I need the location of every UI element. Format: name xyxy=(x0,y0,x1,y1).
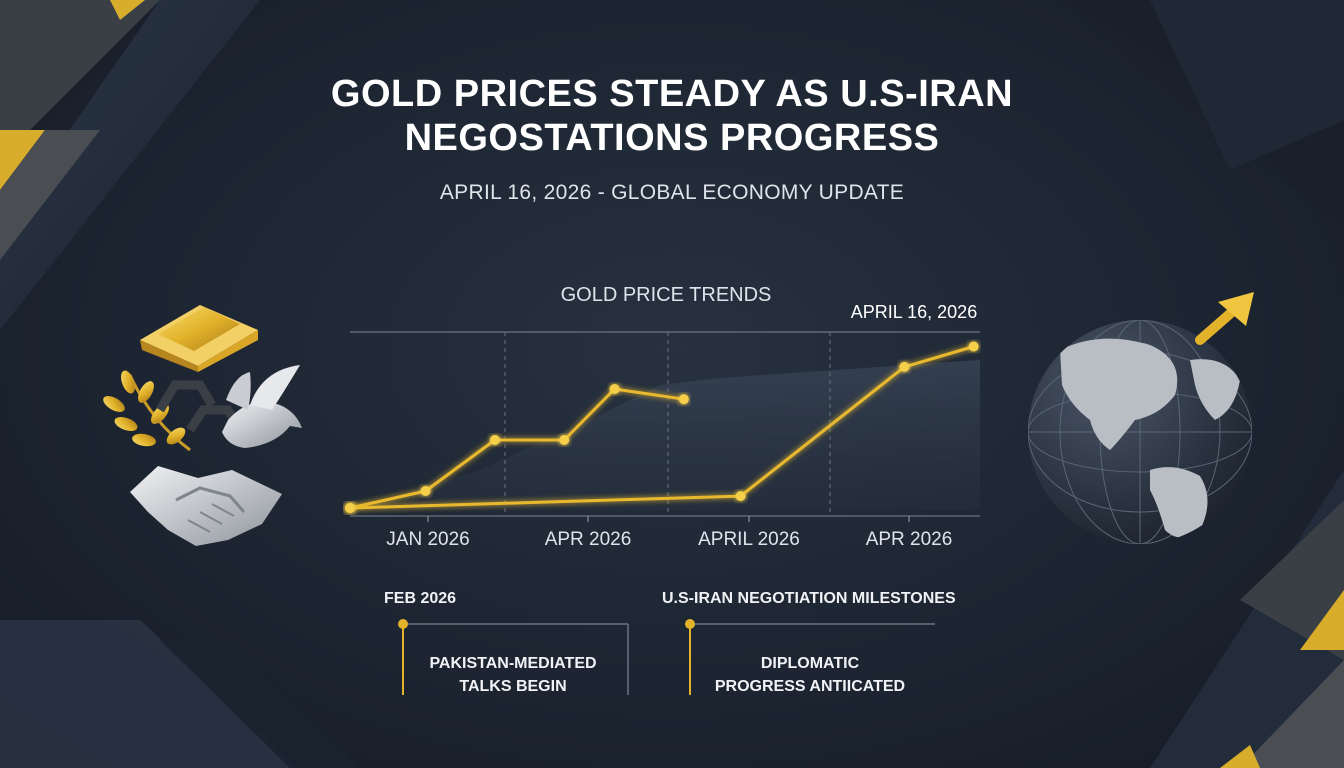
data-point-s2-2 xyxy=(735,491,746,502)
deco-band xyxy=(0,0,160,160)
x-tick-label: APR 2026 xyxy=(866,529,953,550)
deco-band xyxy=(1150,0,1344,170)
deco-band xyxy=(0,620,300,768)
deco-gold-triangle xyxy=(1300,590,1344,650)
chart-title: GOLD PRICE TRENDS xyxy=(560,284,772,306)
up-arrow-icon xyxy=(1195,292,1254,345)
title-line-2: NEGOSTATIONS PROGRESS xyxy=(404,117,940,159)
page-subtitle: APRIL 16, 2026 - GLOBAL ECONOMY UPDATE xyxy=(439,181,905,204)
deco-band xyxy=(0,130,100,260)
series-line-1 xyxy=(349,387,685,510)
timeline-right-event-line2: PROGRESS ANTIICATED xyxy=(714,678,906,695)
data-point-s1-3 xyxy=(489,435,500,445)
deco-band xyxy=(1240,660,1344,768)
timeline-right-event: DIPLOMATIC PROGRESS ANTIICATED xyxy=(700,652,920,698)
data-point-s2-4 xyxy=(968,341,979,352)
series-line-2 xyxy=(349,345,975,510)
deco-gold-triangle xyxy=(1220,745,1260,768)
x-tick-label: APRIL 2026 xyxy=(698,529,800,550)
data-point-s2-3 xyxy=(899,361,910,372)
timeline-left-event-line2: TALKS BEGIN xyxy=(459,678,567,695)
data-point-s1-2 xyxy=(420,486,431,496)
data-point-s2-1 xyxy=(345,503,355,513)
timeline-right-event-line1: DIPLOMATIC xyxy=(760,655,860,672)
chart-series-layer xyxy=(345,341,979,513)
timeline-marker-right xyxy=(685,619,695,629)
deco-gold-triangle xyxy=(110,0,145,20)
x-tick-label: JAN 2026 xyxy=(386,529,469,550)
data-point-s1-6 xyxy=(678,394,689,405)
timeline-left-event: PAKISTAN-MEDIATED TALKS BEGIN xyxy=(413,652,613,698)
laurel-icon xyxy=(103,370,191,452)
chart-area-fill xyxy=(350,360,980,510)
deco-band xyxy=(1240,500,1344,660)
globe-icon xyxy=(1028,320,1252,544)
timeline-left-date: FEB 2026 xyxy=(384,590,457,607)
data-point-s1-5 xyxy=(609,384,620,394)
data-point-s1-4 xyxy=(559,435,570,445)
timeline-right-heading: U.S-IRAN NEGOTIATION MILESTONES xyxy=(662,590,956,607)
gold-bar-icon xyxy=(140,305,258,372)
deco-band xyxy=(160,640,360,768)
dove-icon xyxy=(222,365,302,448)
deco-band xyxy=(1150,470,1344,768)
timeline-marker-left xyxy=(398,619,408,629)
title-line-1: GOLD PRICES STEADY AS U.S-IRAN xyxy=(330,73,1014,115)
handshake-icon xyxy=(130,466,282,546)
page-title: GOLD PRICES STEADY AS U.S-IRAN NEGOSTATI… xyxy=(272,72,1072,160)
chart-callout-label: APRIL 16, 2026 xyxy=(851,302,977,322)
x-tick-label: APR 2026 xyxy=(545,529,632,550)
deco-band xyxy=(0,0,260,330)
timeline-left-event-line1: PAKISTAN-MEDIATED xyxy=(429,655,597,672)
